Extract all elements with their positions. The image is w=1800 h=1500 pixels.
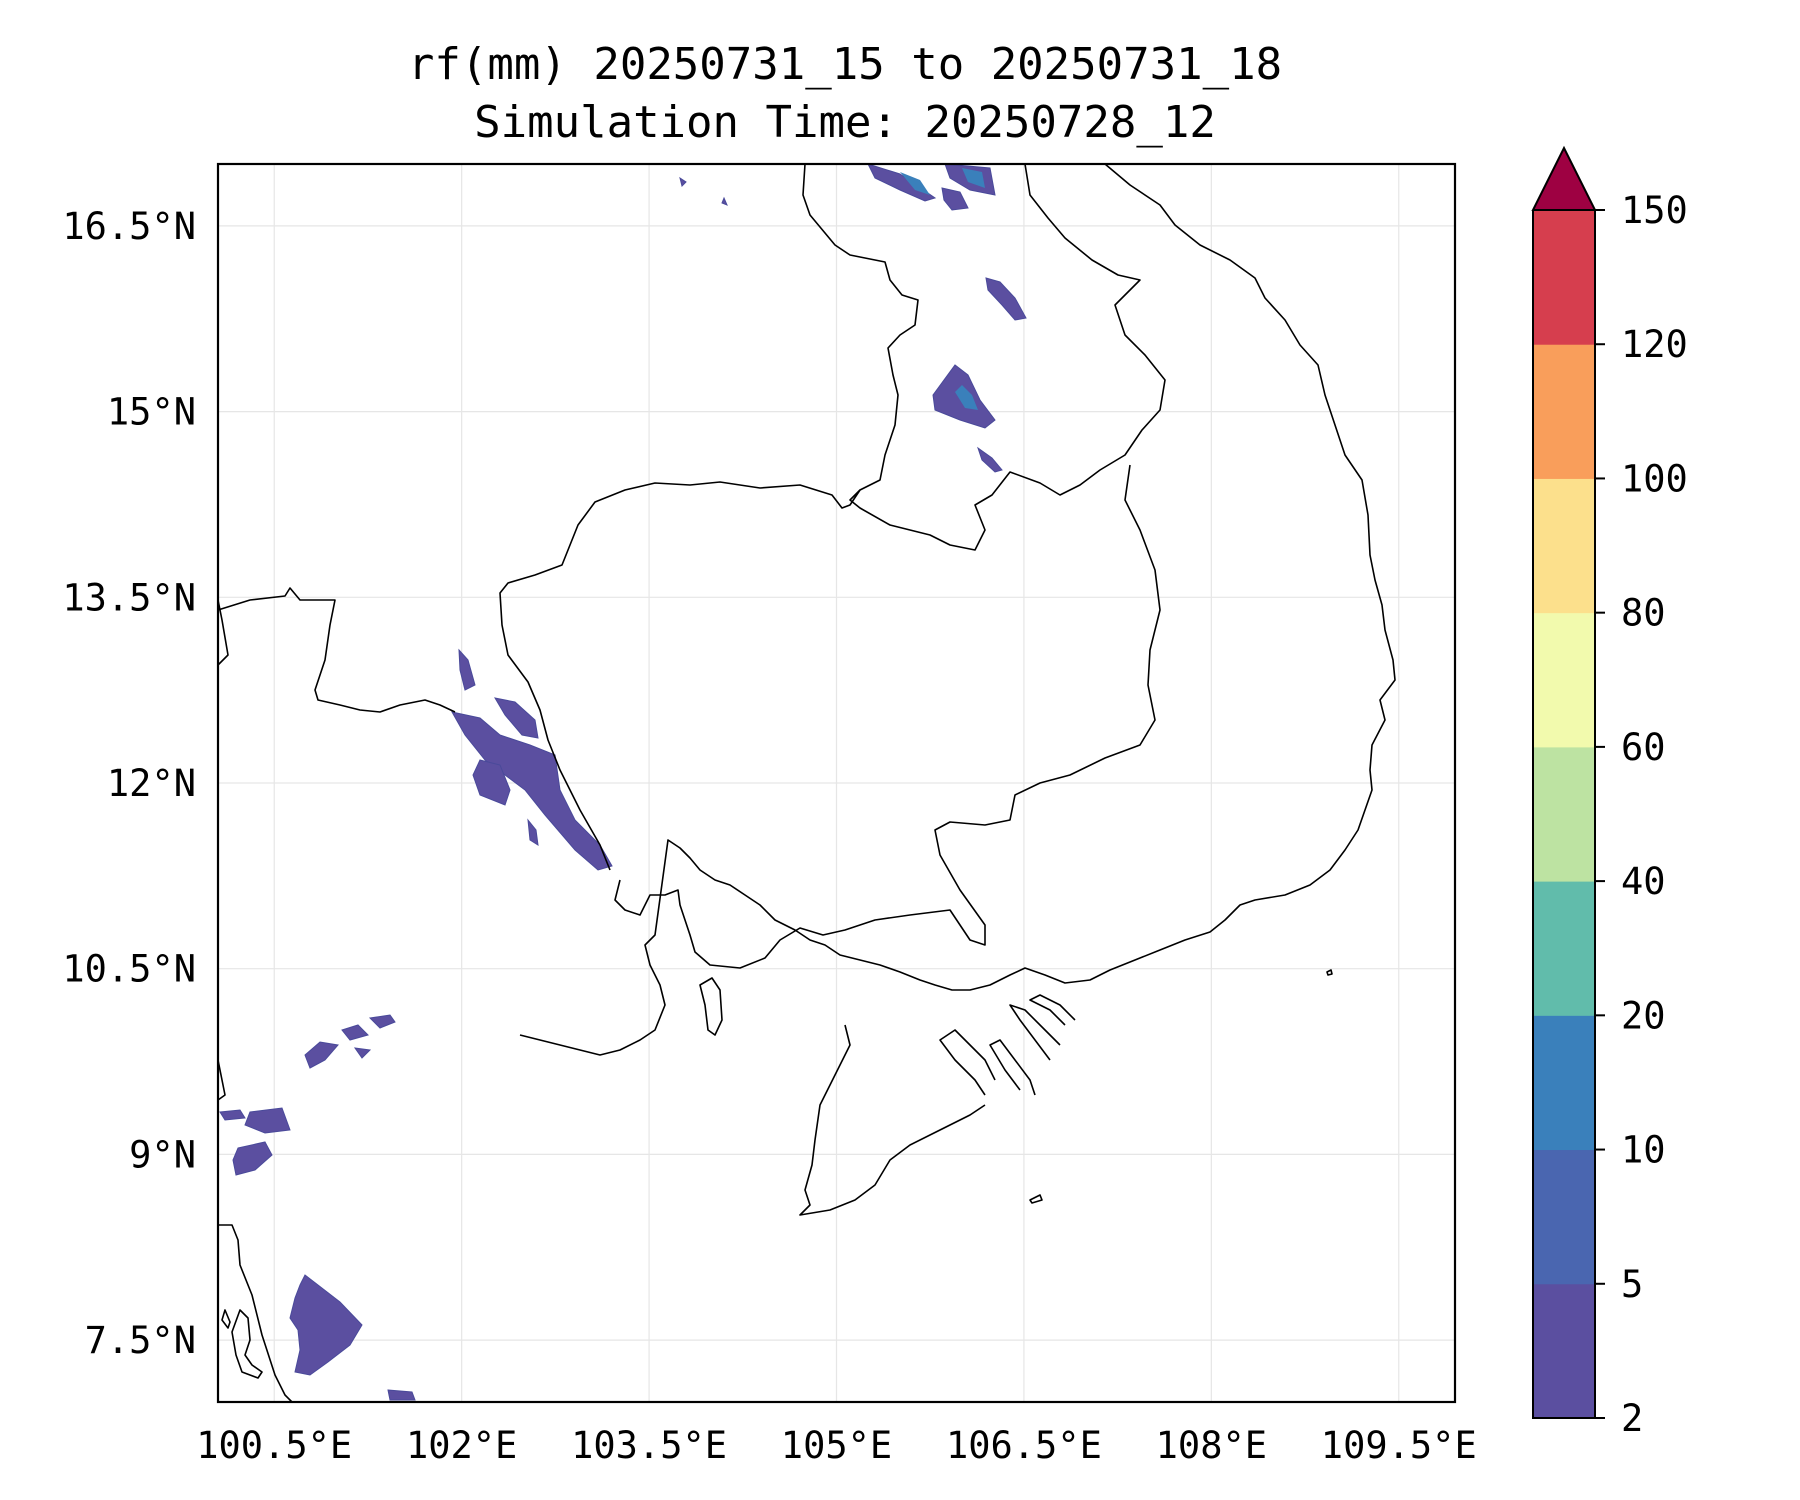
lat-tick-label: 16.5°N (62, 205, 196, 248)
rain-patch (304, 1041, 339, 1069)
coastline (221, 1309, 231, 1329)
rain-patch (494, 697, 539, 739)
rain-patch (679, 176, 687, 187)
colorbar-segment (1533, 612, 1595, 748)
rain-patch (368, 1014, 396, 1029)
lon-tick-label: 109.5°E (1321, 1424, 1477, 1467)
lon-tick-label: 102°E (406, 1424, 517, 1467)
map-frame (216, 162, 1457, 1404)
border-line (614, 464, 1161, 969)
colorbar-tick-label: 120 (1621, 323, 1688, 366)
colorbar-tick-label: 20 (1621, 994, 1666, 1037)
rain-patch-5-10mm (900, 172, 930, 195)
lon-tick-label: 100.5°E (196, 1424, 352, 1467)
map-subtitle: Simulation Time: 20250728_12 (474, 97, 1216, 148)
coastlines-and-borders (217, 163, 1396, 1403)
map-gridlines (218, 164, 1455, 1402)
rain-patch (977, 446, 1003, 473)
rain-patch (941, 187, 969, 211)
latitude-ticks: 7.5°N 9°N 10.5°N 12°N 13.5°N 15°N 16.5°N (62, 205, 196, 1362)
border-line (217, 587, 456, 713)
coastline (217, 1059, 226, 1101)
coastline (1009, 1004, 1061, 1061)
lon-tick-label: 108°E (1156, 1424, 1267, 1467)
colorbar (1531, 145, 1597, 1419)
rain-patch (985, 277, 1027, 321)
colorbar-tick-label: 150 (1621, 189, 1688, 232)
coastline (939, 1029, 996, 1096)
colorbar-segment (1533, 1015, 1595, 1151)
rainfall-patches-5-10mm (900, 168, 985, 410)
rain-patch (387, 1389, 416, 1401)
coastline (218, 1224, 293, 1403)
lat-tick-label: 9°N (129, 1133, 196, 1176)
rain-patch-5-10mm (962, 168, 985, 188)
border-line (849, 163, 1166, 551)
lat-tick-label: 10.5°N (62, 948, 196, 991)
lon-tick-label: 105°E (781, 1424, 892, 1467)
rain-patch (867, 163, 937, 202)
rain-patch (472, 759, 511, 806)
colorbar-segment (1533, 1283, 1595, 1419)
coastline (519, 163, 1396, 1056)
colorbar-segment (1533, 344, 1595, 479)
coastline (799, 1024, 986, 1216)
rain-patch-5-10mm (955, 385, 978, 410)
lon-tick-label: 103.5°E (571, 1424, 727, 1467)
island (1326, 969, 1333, 976)
coastline (1029, 994, 1076, 1026)
colorbar-tick-label: 60 (1621, 726, 1666, 769)
coastline (989, 1039, 1036, 1096)
colorbar-ticks: 2 5 10 20 40 60 80 100 120 150 (1595, 189, 1688, 1440)
colorbar-segment (1533, 881, 1595, 1016)
colorbar-tick-label: 40 (1621, 860, 1666, 903)
rain-patch (232, 1141, 273, 1176)
colorbar-extend-arrow (1531, 145, 1597, 211)
colorbar-segment (1533, 210, 1595, 345)
rainfall-patches (219, 163, 1027, 1401)
colorbar-segment (1533, 1149, 1595, 1285)
island (699, 977, 723, 1036)
colorbar-tick-label: 5 (1621, 1263, 1643, 1306)
rain-patch (219, 1109, 246, 1121)
colorbar-frame (1532, 210, 1596, 1419)
rain-patch (244, 1107, 291, 1134)
border-line (499, 163, 919, 871)
colorbar-segment (1533, 478, 1595, 614)
coastline (231, 1309, 263, 1379)
lat-tick-label: 7.5°N (85, 1319, 196, 1362)
colorbar-segment (1533, 746, 1595, 882)
colorbar-tick-label: 100 (1621, 457, 1688, 500)
lat-tick-label: 15°N (107, 391, 196, 434)
rain-patch (527, 818, 539, 846)
rain-patch (289, 1274, 363, 1376)
colorbar-tick-label: 80 (1621, 592, 1666, 635)
rain-patch (721, 196, 728, 206)
longitude-ticks: 100.5°E 102°E 103.5°E 105°E 106.5°E 108°E 109.… (196, 1424, 1476, 1467)
lat-tick-label: 13.5°N (62, 576, 196, 619)
lat-tick-label: 12°N (107, 762, 196, 805)
colorbar-tick-label: 10 (1621, 1129, 1666, 1172)
map-title: rf(mm) 20250731_15 to 20250731_18 (407, 39, 1283, 90)
colorbar-tick-label: 2 (1621, 1397, 1643, 1440)
rain-patch (341, 1024, 369, 1041)
rain-patch (458, 648, 476, 691)
rain-patch (353, 1047, 372, 1059)
lon-tick-label: 106.5°E (946, 1424, 1102, 1467)
island (1029, 1194, 1043, 1204)
